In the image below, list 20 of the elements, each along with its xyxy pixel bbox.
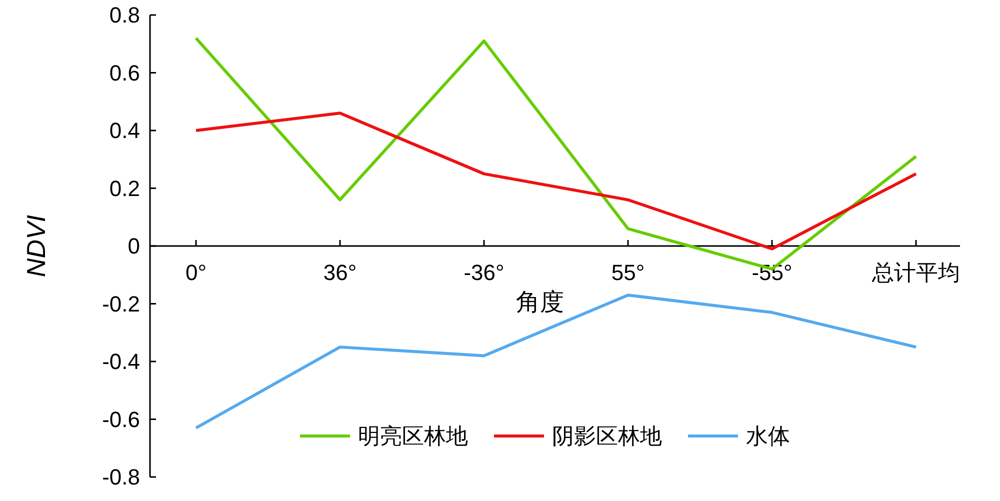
y-tick-label: 0.6 [109, 60, 140, 86]
line-series [194, 112, 918, 250]
legend-label: 水体 [746, 424, 790, 449]
x-tick-label: 36° [323, 260, 357, 285]
x-tick-label: -36° [464, 260, 504, 285]
x-tick-label: 0° [185, 260, 207, 285]
y-tick-label: 0.8 [109, 2, 140, 28]
y-tick-label: -0.6 [102, 406, 140, 432]
y-tick-label: 0.2 [109, 176, 140, 201]
y-tick-label: -0.8 [102, 464, 140, 490]
y-tick-label: 0.4 [109, 118, 140, 144]
legend-label: 明亮区林地 [358, 424, 468, 449]
x-axis-title: 角度 [516, 289, 564, 316]
y-tick-label: -0.2 [102, 291, 140, 316]
x-tick-label: 55° [611, 260, 645, 285]
y-tick-label: -0.4 [102, 349, 140, 374]
legend-label: 阴影区林地 [552, 424, 662, 449]
y-tick-label: 0 [128, 234, 140, 259]
x-tick-label: 总计平均 [871, 260, 960, 285]
y-axis-title: NDVI [21, 214, 51, 278]
